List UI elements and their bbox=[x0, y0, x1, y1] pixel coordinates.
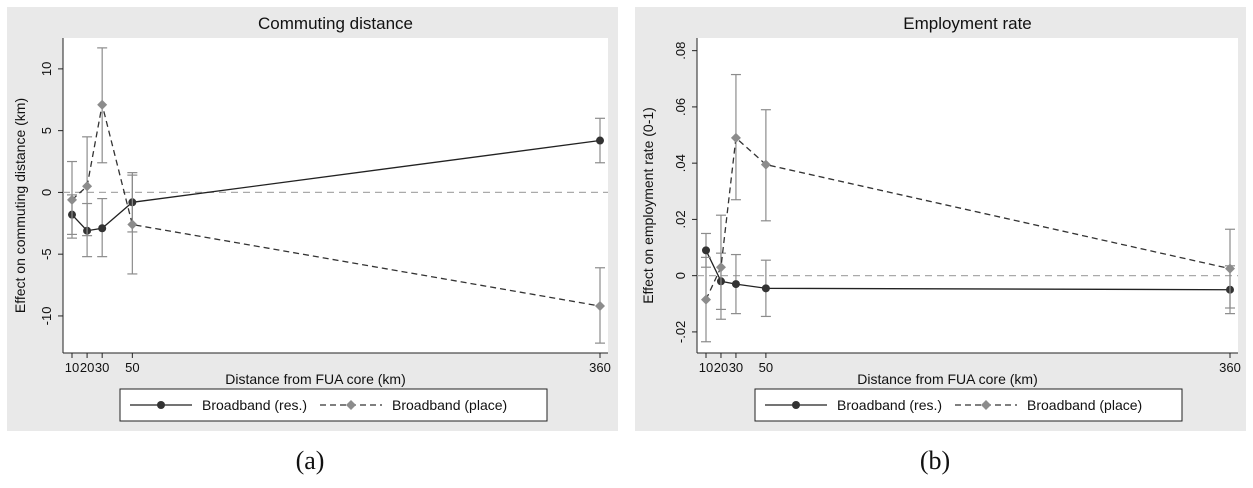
point-place bbox=[595, 301, 605, 312]
y-tick-label: -5 bbox=[39, 248, 54, 260]
x-tick-label: 20 bbox=[714, 360, 728, 375]
y-tick-label: 0 bbox=[673, 272, 688, 279]
chart-title: Employment rate bbox=[903, 14, 1032, 33]
caption-a: (a) bbox=[295, 446, 325, 475]
y-tick-label: 0 bbox=[39, 189, 54, 196]
y-tick-label: 10 bbox=[39, 62, 54, 76]
legend: Broadband (res.) Broadband (place) bbox=[754, 388, 1183, 422]
legend-swatch-marker-place bbox=[346, 400, 356, 410]
point-res bbox=[702, 246, 710, 255]
x-tick-label: 360 bbox=[1219, 360, 1241, 375]
point-res bbox=[596, 136, 604, 145]
legend-label-res: Broadband (res.) bbox=[837, 397, 942, 413]
plot-area bbox=[697, 38, 1238, 353]
y-axis-label: Effect on commuting distance (km) bbox=[12, 98, 28, 313]
legend: Broadband (res.) Broadband (place) bbox=[119, 388, 548, 422]
y-tick-label: .02 bbox=[673, 210, 688, 228]
x-tick-label: 10 bbox=[65, 360, 79, 375]
x-tick-label: 30 bbox=[729, 360, 743, 375]
point-place bbox=[1225, 263, 1235, 274]
x-tick-label: 50 bbox=[759, 360, 773, 375]
y-axis-label: Effect on employment rate (0-1) bbox=[640, 107, 656, 304]
chart-employment-rate: Employment rate -.02 0 .02 .04 .06 .08 10 20 30 50… bbox=[640, 14, 1241, 422]
legend-label-place: Broadband (place) bbox=[392, 397, 507, 413]
point-place bbox=[760, 159, 771, 170]
y-tick-label: .08 bbox=[673, 42, 688, 60]
caption-b: (b) bbox=[919, 446, 951, 475]
x-tick-label: 20 bbox=[80, 360, 94, 375]
legend-label-place: Broadband (place) bbox=[1027, 397, 1142, 413]
point-place bbox=[715, 262, 726, 273]
chart-panel-commuting-distance: Commuting distance -10 -5 0 5 10 10 20 30 50 360 Di… bbox=[7, 7, 618, 431]
chart-title: Commuting distance bbox=[258, 14, 413, 33]
x-tick-label: 30 bbox=[95, 360, 109, 375]
plot-area bbox=[63, 38, 608, 353]
point-res bbox=[731, 280, 740, 289]
x-tick-label: 50 bbox=[125, 360, 139, 375]
chart-panel-employment-rate: Employment rate -.02 0 .02 .04 .06 .08 10 20 30 50… bbox=[635, 7, 1246, 431]
y-tick-label: .06 bbox=[673, 98, 688, 116]
point-place bbox=[67, 194, 77, 205]
x-axis-label: Distance from FUA core (km) bbox=[857, 371, 1037, 387]
point-res bbox=[98, 224, 107, 233]
point-place bbox=[97, 99, 108, 110]
y-tick-label: -10 bbox=[39, 307, 54, 326]
point-place bbox=[82, 181, 93, 192]
y-tick-label: -.02 bbox=[673, 321, 688, 343]
point-place bbox=[730, 132, 741, 143]
legend-swatch-marker-res bbox=[792, 401, 800, 409]
point-place bbox=[701, 294, 711, 305]
point-res bbox=[761, 284, 770, 293]
legend-swatch-marker-res bbox=[157, 401, 165, 409]
x-axis-label: Distance from FUA core (km) bbox=[225, 371, 405, 387]
y-tick-label: .04 bbox=[673, 154, 688, 172]
y-tick-label: 5 bbox=[39, 127, 54, 134]
legend-label-res: Broadband (res.) bbox=[202, 397, 307, 413]
x-tick-label: 10 bbox=[699, 360, 713, 375]
legend-swatch-marker-place bbox=[981, 400, 991, 410]
x-tick-label: 360 bbox=[589, 360, 611, 375]
